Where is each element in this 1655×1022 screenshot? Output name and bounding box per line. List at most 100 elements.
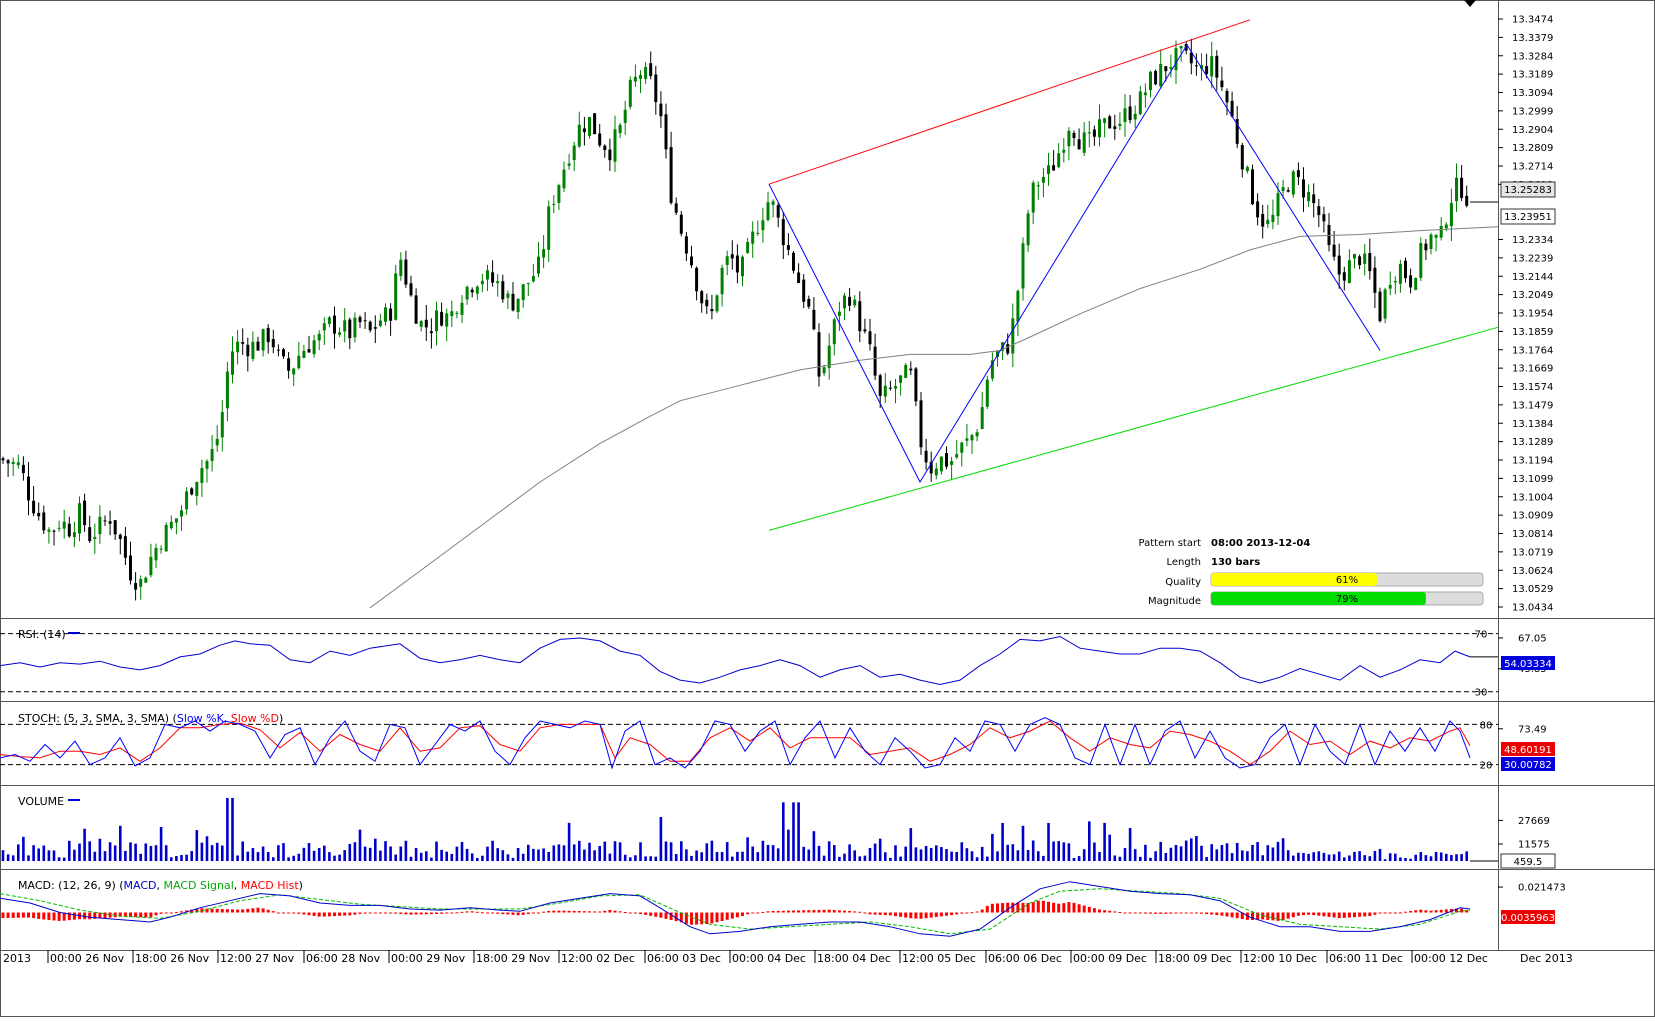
lower-channel-line	[768, 326, 1499, 531]
macd-hist-bar	[1001, 903, 1005, 913]
candle-body	[756, 232, 760, 234]
volume-bar	[868, 847, 872, 861]
volume-bar	[389, 846, 392, 861]
volume-bar	[833, 845, 836, 861]
volume-bar	[578, 840, 581, 861]
candle-body	[1353, 254, 1356, 259]
macd-hist-bar	[1123, 912, 1127, 914]
candle-body	[389, 308, 393, 321]
volume-bar	[139, 853, 142, 861]
volume-bar	[1414, 854, 1417, 861]
candle-body	[185, 491, 189, 510]
candle-body	[190, 488, 194, 495]
candle-body	[118, 534, 122, 540]
candle-body	[1031, 182, 1035, 213]
macd-hist-bar	[37, 912, 41, 919]
candle-body	[368, 321, 372, 331]
macd-hist-bar	[608, 910, 612, 913]
volume-bar	[399, 846, 403, 861]
volume-bar	[1353, 851, 1356, 861]
candle-body	[531, 276, 535, 282]
volume-bar	[960, 842, 964, 861]
macd-hist-bar	[1200, 912, 1203, 914]
volume-bar	[996, 851, 999, 861]
volume-bar	[1424, 855, 1428, 861]
candle-body	[62, 521, 66, 529]
volume-bar	[583, 849, 586, 861]
stoch-d-current-box: 48.60191	[1501, 742, 1555, 756]
volume-bar	[200, 842, 204, 861]
candle-body	[1062, 149, 1066, 153]
volume-bar	[598, 845, 601, 861]
volume-bar	[1, 850, 5, 861]
volume-bar	[1093, 842, 1096, 861]
macd-hist-bar	[1133, 912, 1137, 914]
volume-bar	[52, 850, 56, 861]
candle-body	[486, 270, 489, 280]
macd-hist-bar	[491, 912, 495, 914]
volume-bar	[27, 855, 30, 861]
candle-body	[593, 113, 597, 135]
macd-hist-bar	[985, 905, 989, 913]
macd-hist-bar	[1087, 906, 1091, 913]
volume-bar	[170, 857, 173, 861]
candle-body	[853, 299, 857, 306]
volume-bar	[481, 855, 484, 861]
volume-bar	[812, 831, 816, 861]
volume-bar	[537, 849, 540, 861]
candle-body	[1133, 113, 1137, 120]
volume-bar	[108, 842, 112, 861]
moving-average-line	[369, 226, 1499, 609]
macd-hist-bar	[914, 912, 918, 919]
macd-hist-bar	[450, 912, 454, 914]
volume-bar	[1276, 841, 1280, 861]
candle-body	[435, 310, 438, 332]
macd-hist-bar	[603, 910, 607, 913]
macd-hist-bar	[419, 912, 423, 915]
volume-bar	[363, 846, 367, 861]
macd-hist-bar	[501, 912, 505, 915]
macd-hist-bar	[1444, 909, 1448, 913]
candle-body	[1041, 176, 1045, 183]
macd-legend-macd: MACD	[124, 879, 157, 892]
candle-body	[603, 145, 607, 151]
macd-hist-bar	[1460, 908, 1464, 913]
macd-hist-bar	[531, 912, 535, 914]
candle-body	[817, 332, 821, 377]
volume-bar	[644, 856, 647, 861]
volume-bar	[669, 842, 673, 861]
candle-body	[542, 249, 546, 258]
volume-bar	[1133, 849, 1137, 861]
volume-bar	[884, 852, 887, 861]
volume-bar	[312, 850, 316, 861]
candle-body	[327, 317, 331, 324]
candle-body	[134, 583, 138, 590]
volume-bar	[771, 845, 775, 861]
corner-marker-icon	[1464, 0, 1476, 7]
macd-hist-bar	[1439, 909, 1443, 913]
candle-body	[378, 320, 382, 326]
macd-hist-bar	[593, 911, 597, 913]
volume-bar	[654, 856, 658, 861]
x-tick-label: 12:00 02 Dec	[561, 952, 635, 965]
candle-body	[934, 468, 938, 476]
macd-hist-bar	[195, 908, 199, 913]
volume-bar	[1434, 851, 1438, 861]
candle-body	[363, 320, 367, 322]
macd-hist-bar	[241, 909, 245, 913]
candle-body	[496, 281, 500, 284]
macd-hist-bar	[88, 912, 92, 920]
volume-bar	[1419, 852, 1423, 861]
macd-hist-bar	[735, 912, 739, 918]
candle-body	[266, 327, 270, 343]
x-tick-label: 00:00 12 Dec	[1414, 952, 1488, 965]
candle-body	[445, 313, 449, 327]
price-tick-label: 13.1384	[1512, 419, 1553, 430]
volume-bar	[914, 847, 918, 861]
volume-bar	[807, 849, 811, 861]
macd-hist-bar	[1082, 905, 1086, 913]
candle-body	[1, 458, 5, 461]
volume-bar	[1042, 855, 1045, 861]
volume-bar	[93, 851, 97, 861]
